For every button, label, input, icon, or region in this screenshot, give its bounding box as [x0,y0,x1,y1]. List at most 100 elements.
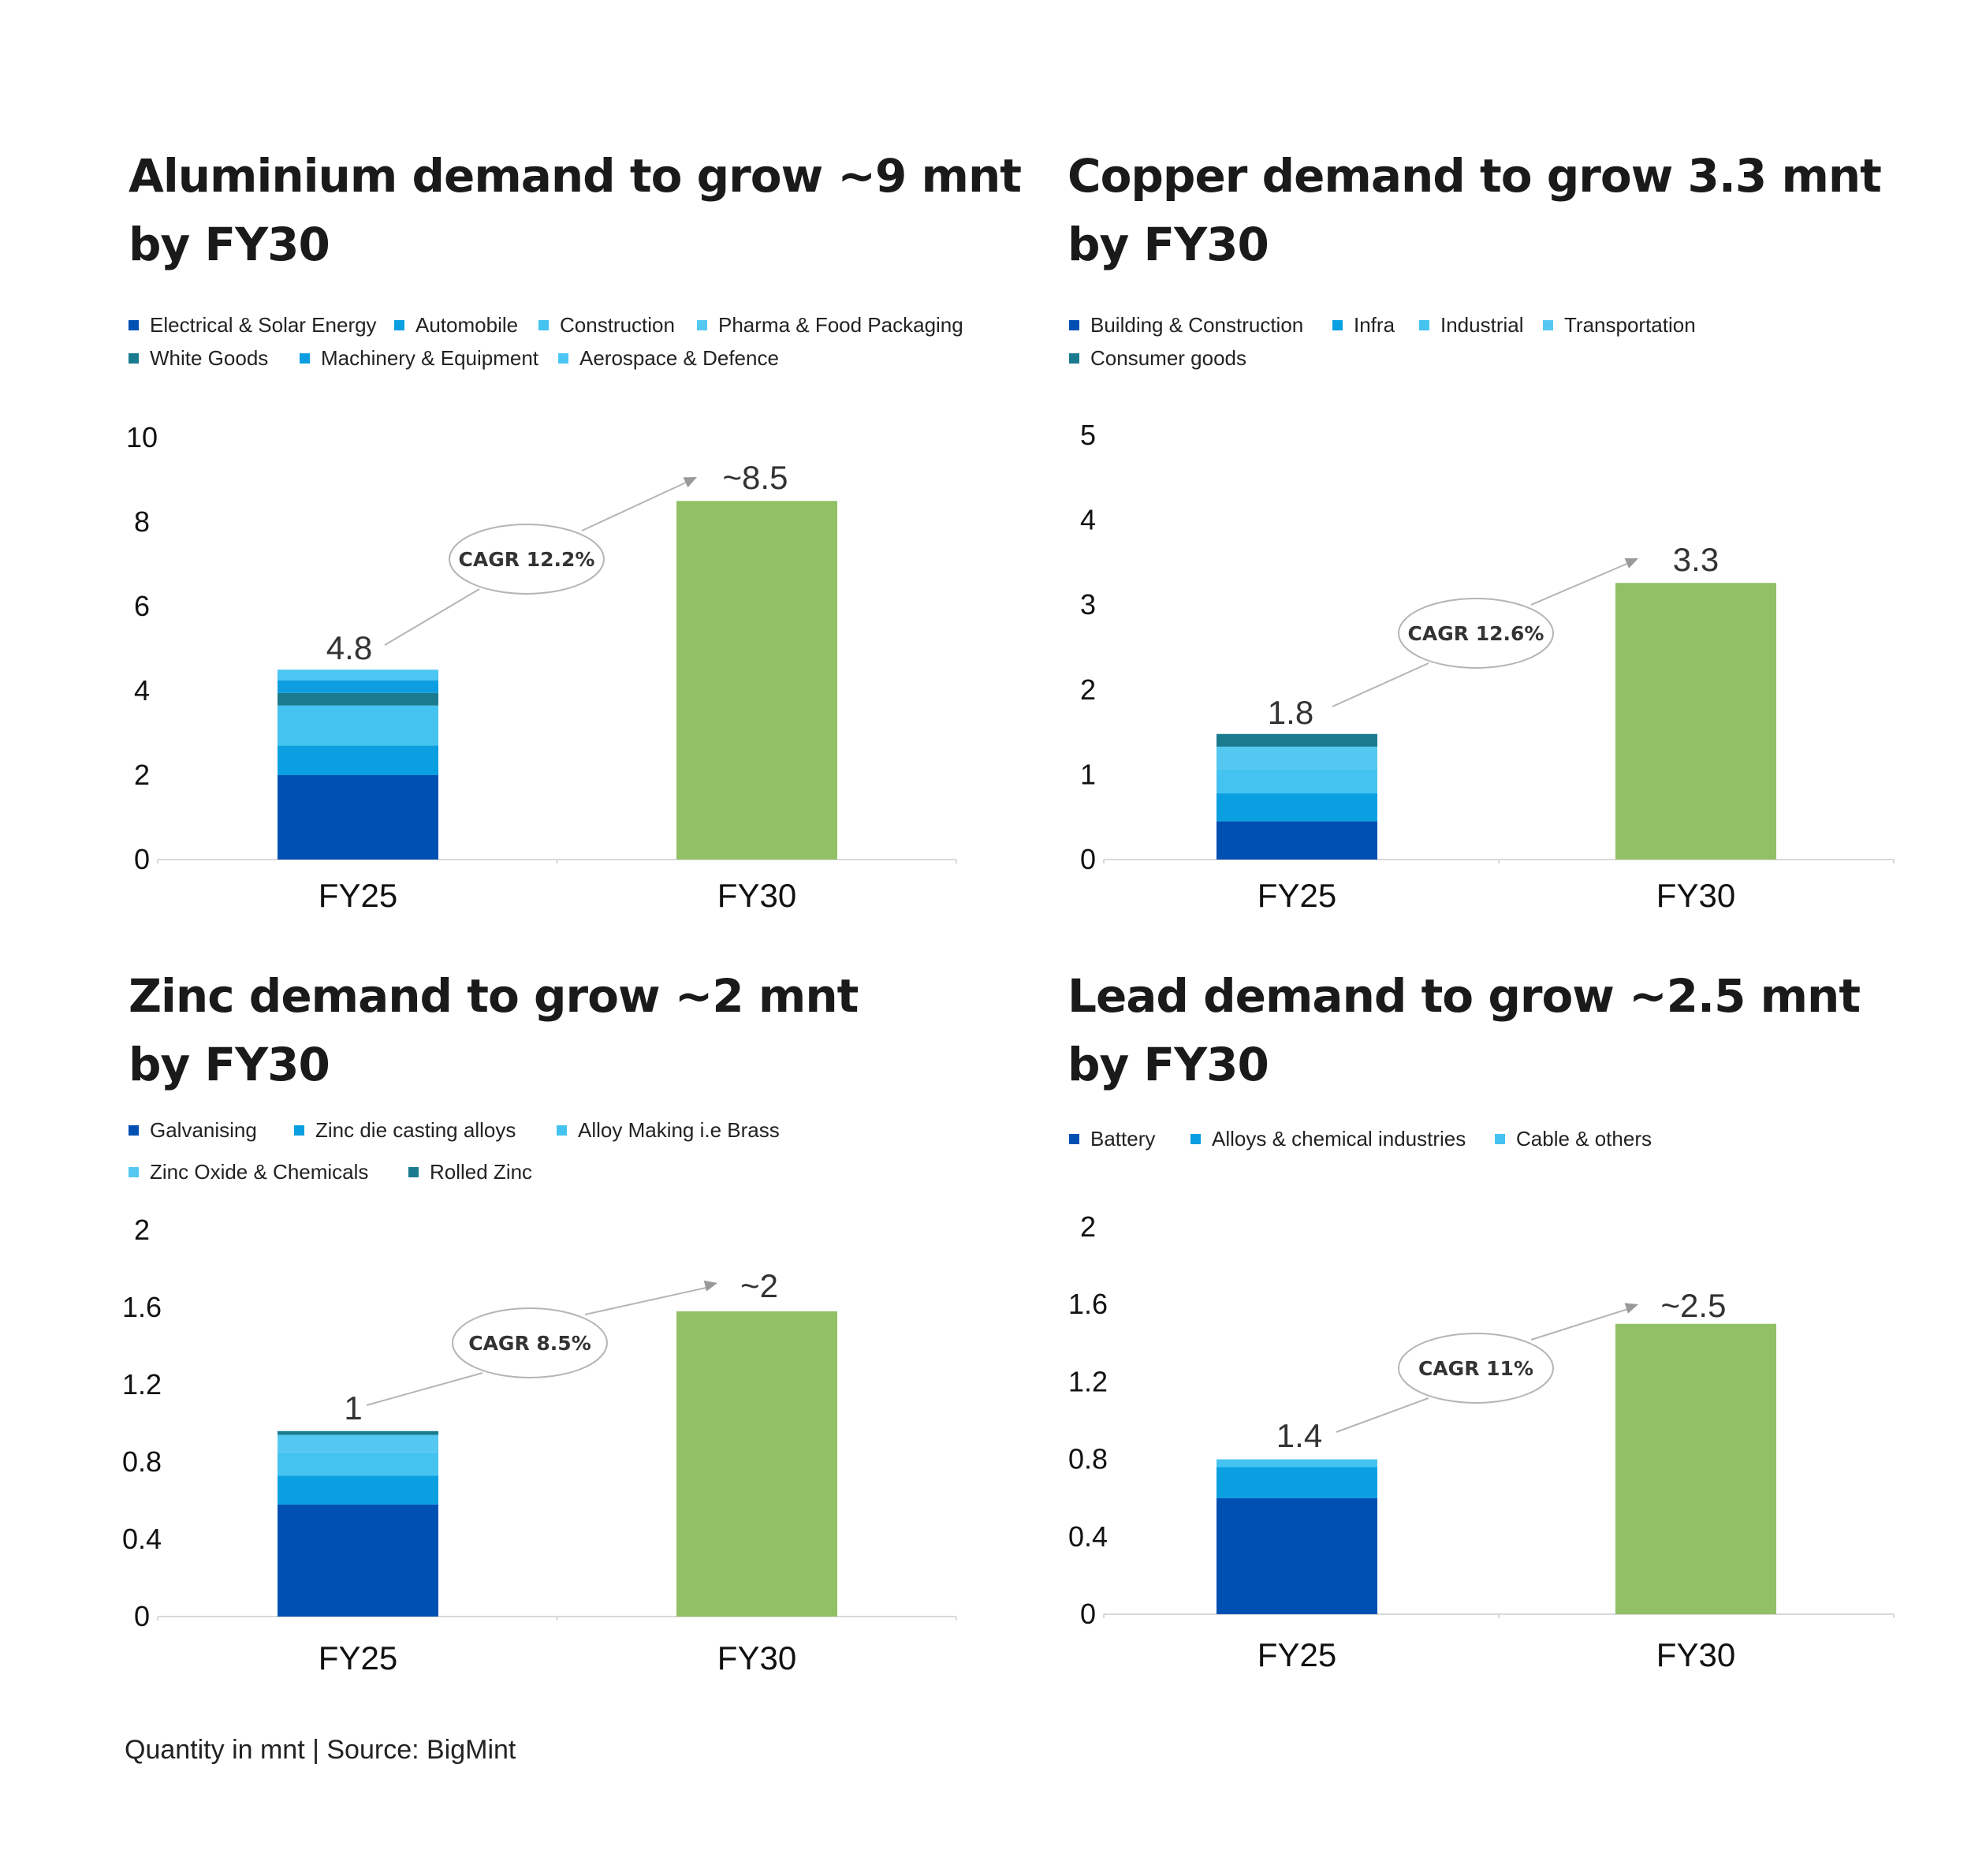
arrow-head-icon [1624,1303,1638,1314]
legend-swatch [558,353,568,364]
legend-swatch [557,1125,567,1136]
chart-title-line2: by FY30 [129,1038,330,1091]
y-tick-label: 3 [1080,588,1096,621]
legend-swatch [1069,1134,1079,1144]
y-tick-label: 0 [1080,1598,1096,1630]
bar-segment [1217,769,1377,794]
legend-item: Automobile [394,313,518,337]
chart-title: Aluminium demand to grow ~9 mnt [129,149,1022,203]
cagr-label: CAGR 11% [1418,1357,1533,1380]
x-category-label: FY25 [1257,877,1336,914]
chart-title-line2: by FY30 [129,218,330,271]
cagr-bubble [1398,1333,1554,1404]
y-tick-label: 4 [1080,504,1096,536]
legend-item: Cable & others [1495,1127,1652,1151]
y-tick-label: 0.8 [1068,1443,1108,1475]
bar-segment [278,1452,438,1476]
legend-swatch [1419,320,1429,330]
legend-swatch [129,1167,139,1177]
data-label-fy25: 1.4 [1276,1417,1322,1454]
cagr-connector [584,1286,710,1315]
legend-item: Machinery & Equipment [300,346,538,370]
bar-segment [1217,733,1377,747]
data-label-fy30: ~2.5 [1661,1287,1727,1324]
bar-segment [278,745,438,775]
bar-fy30 [1615,583,1776,860]
chart-title-line2: by FY30 [1067,218,1269,271]
data-label-fy30: ~8.5 [723,459,788,496]
legend-item: Infra [1332,313,1395,337]
arrow-head-icon [1624,558,1638,569]
legend-swatch [129,353,139,364]
y-tick-label: 2 [1080,673,1096,706]
bar-fy30 [1615,1323,1776,1614]
legend-swatch [129,1125,139,1136]
y-tick-label: 0.4 [122,1523,162,1555]
cagr-connector [1530,1307,1631,1341]
cagr-connector [1332,662,1429,707]
y-tick-label: 5 [1080,419,1096,451]
bar-segment [278,1434,438,1453]
y-tick-label: 1.6 [122,1291,162,1323]
data-label-fy25: 4.8 [326,629,372,666]
cagr-label: CAGR 8.5% [468,1332,591,1355]
cagr-connector [1336,1397,1429,1433]
chart-title: Copper demand to grow 3.3 mnt [1067,149,1882,203]
cagr-label: CAGR 12.2% [459,548,595,571]
legend-item: Zinc Oxide & Chemicals [129,1160,368,1184]
cagr-bubble [1398,598,1554,669]
legend-item: Building & Construction [1069,313,1303,337]
legend-swatch [394,320,404,330]
arrow-head-icon [703,1280,717,1292]
cagr-connector [384,588,480,646]
y-tick-label: 0.8 [122,1445,162,1478]
y-tick-label: 1.2 [1068,1365,1108,1397]
chart-title: Lead demand to grow ~2.5 mnt [1067,969,1861,1023]
legend-swatch [697,320,707,330]
data-label-fy25: 1.8 [1268,694,1313,731]
y-tick-label: 1.2 [122,1368,162,1400]
bar-fy30 [676,1311,837,1617]
y-tick-label: 2 [134,1214,150,1246]
source-footnote: Quantity in mnt | Source: BigMint [125,1735,516,1765]
legend-swatch [1495,1134,1505,1144]
arrow-head-icon [683,477,697,488]
data-label-fy30: 3.3 [1673,541,1719,578]
bar-segment [278,1504,438,1617]
bar-segment [1217,1467,1377,1498]
legend-item: Electrical & Solar Energy [129,313,377,337]
data-label-fy25: 1 [344,1389,362,1427]
y-tick-label: 0 [134,1600,150,1632]
chart-title-line2: by FY30 [1067,1038,1269,1091]
legend-swatch [538,320,549,330]
legend-item: White Goods [129,346,268,370]
legend-swatch [1543,320,1553,330]
bar-segment [1217,793,1377,822]
y-tick-label: 4 [134,674,150,707]
x-category-label: FY30 [1656,877,1735,914]
bar-segment [1217,1497,1377,1614]
bar-segment [278,705,438,746]
y-tick-label: 1 [1080,758,1096,790]
legend-item: Battery [1069,1127,1155,1151]
x-category-label: FY30 [717,1639,796,1676]
cagr-bubble [449,524,605,595]
x-category-label: FY30 [1656,1636,1735,1673]
x-category-label: FY30 [717,877,796,914]
legend-item: Galvanising [129,1118,257,1142]
legend-item: Transportation [1543,313,1696,337]
y-tick-label: 2 [134,759,150,791]
legend-item: Alloy Making i.e Brass [557,1118,780,1142]
bar-segment [278,775,438,860]
data-label-fy30: ~2 [740,1267,778,1304]
bar-segment [278,680,438,693]
y-tick-label: 2 [1080,1210,1096,1243]
legend-swatch [1190,1134,1201,1144]
legend-swatch [300,353,310,364]
cagr-connector [1530,561,1631,606]
cagr-connector [366,1372,483,1406]
